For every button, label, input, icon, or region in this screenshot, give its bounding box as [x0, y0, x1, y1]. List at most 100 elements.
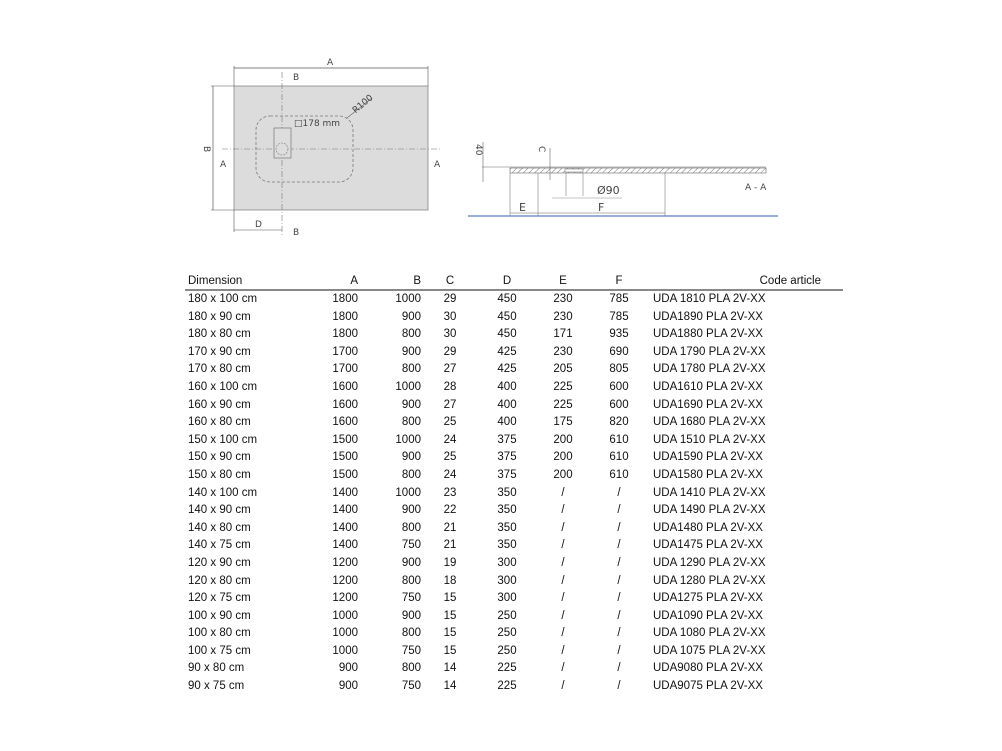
table-row: 100 x 75 cm 1000 750 15 250 / / UDA 1075 PLA 2V…: [185, 643, 843, 661]
cell-a: 1700: [332, 363, 358, 376]
cell-e: /: [561, 521, 565, 534]
dimension-table: Dimension A B C D E F Code article 180 x…: [185, 273, 843, 696]
cell-dimension: 180 x 90 cm: [188, 310, 251, 323]
dim-f-label: F: [598, 201, 604, 214]
cell-f: 805: [609, 363, 629, 376]
cell-b: 800: [401, 328, 421, 341]
cell-e: 230: [553, 310, 573, 323]
cell-code-article: UDA 1780 PLA 2V-XX: [653, 363, 766, 376]
cell-b: 900: [401, 609, 421, 622]
table-row: 160 x 80 cm 1600 800 25 400 175 820 UDA 1680 PL…: [185, 414, 843, 432]
cell-e: /: [561, 627, 565, 640]
header-d: D: [479, 273, 535, 291]
header-b: B: [358, 273, 421, 291]
cell-d: 375: [497, 433, 517, 446]
cell-dimension: 170 x 80 cm: [188, 363, 251, 376]
cell-code-article: UDA 1490 PLA 2V-XX: [653, 504, 766, 517]
table-row: 90 x 75 cm 900 750 14 225 / / UDA9075 PLA 2V-XX: [185, 678, 843, 696]
cell-code-article: UDA 1075 PLA 2V-XX: [653, 644, 766, 657]
cell-e: /: [561, 592, 565, 605]
cell-c: 24: [443, 433, 457, 446]
cell-a: 1600: [332, 398, 358, 411]
cell-d: 375: [497, 451, 517, 464]
table-row: 180 x 80 cm 1800 800 30 450 171 935 UDA1880 PLA…: [185, 326, 843, 344]
table-row: 140 x 80 cm 1400 800 21 350 / / UDA1480 PLA 2V-…: [185, 520, 843, 538]
cell-dimension: 100 x 80 cm: [188, 627, 251, 640]
cell-b: 900: [401, 310, 421, 323]
cell-d: 450: [497, 310, 517, 323]
cell-code-article: UDA 1080 PLA 2V-XX: [653, 627, 766, 640]
cell-d: 450: [497, 328, 517, 341]
cell-f: /: [617, 680, 621, 693]
cell-f: /: [617, 592, 621, 605]
header-f: F: [591, 273, 647, 291]
cell-code-article: UDA 1280 PLA 2V-XX: [653, 574, 766, 587]
cell-dimension: 180 x 100 cm: [188, 293, 258, 305]
cell-code-article: UDA 1290 PLA 2V-XX: [653, 556, 766, 569]
height-label: 40: [473, 144, 483, 156]
table-row: 140 x 100 cm 1400 1000 23 350 / / UDA 1410 PLA …: [185, 485, 843, 503]
cell-c: 15: [443, 644, 457, 657]
cell-b: 800: [401, 574, 421, 587]
table-row: 150 x 100 cm 1500 1000 24 375 200 610 UDA 1510 …: [185, 432, 843, 450]
cell-f: 610: [609, 451, 629, 464]
cell-c: 23: [443, 486, 457, 499]
cell-dimension: 120 x 80 cm: [188, 574, 251, 587]
cell-dimension: 160 x 90 cm: [188, 398, 251, 411]
cell-f: 600: [609, 380, 629, 393]
dim-c-label: C: [536, 146, 546, 152]
cell-d: 300: [497, 592, 517, 605]
section-label: A - A: [745, 183, 767, 193]
plan-view: A B □178 mm R100 B B A A D: [201, 58, 441, 238]
cell-a: 1000: [332, 627, 358, 640]
cell-b: 1000: [395, 486, 421, 499]
header-a: A: [308, 273, 358, 291]
cell-dimension: 100 x 75 cm: [188, 644, 251, 657]
cell-a: 1400: [332, 504, 358, 517]
header-c: C: [421, 273, 479, 291]
cell-c: 27: [443, 363, 457, 376]
cell-d: 225: [497, 662, 517, 675]
cell-c: 30: [443, 328, 457, 341]
cell-a: 1600: [332, 416, 358, 429]
cell-a: 1000: [332, 609, 358, 622]
table-row: 90 x 80 cm 900 800 14 225 / / UDA9080 PLA 2V-XX: [185, 660, 843, 678]
cell-f: /: [617, 662, 621, 675]
cell-e: /: [561, 556, 565, 569]
cell-f: 600: [609, 398, 629, 411]
cell-f: 820: [609, 416, 629, 429]
cell-b: 800: [401, 416, 421, 429]
cell-e: 200: [553, 468, 573, 481]
cell-f: /: [617, 574, 621, 587]
table-row: 180 x 90 cm 1800 900 30 450 230 785 UDA1890 PLA…: [185, 309, 843, 327]
cell-dimension: 140 x 80 cm: [188, 521, 251, 534]
cell-b: 800: [401, 363, 421, 376]
section-view: Ø90 40 C E F A - A: [468, 142, 778, 217]
table-header-row: Dimension A B C D E F Code article: [185, 273, 843, 291]
cell-a: 1600: [332, 380, 358, 393]
cell-f: 610: [609, 433, 629, 446]
cell-dimension: 160 x 80 cm: [188, 416, 251, 429]
cell-b: 1000: [395, 293, 421, 305]
cell-dimension: 120 x 90 cm: [188, 556, 251, 569]
cell-c: 19: [443, 556, 457, 569]
table-row: 140 x 75 cm 1400 750 21 350 / / UDA1475 PLA 2V-…: [185, 537, 843, 555]
cell-c: 30: [443, 310, 457, 323]
cell-b: 750: [401, 680, 421, 693]
cell-dimension: 140 x 75 cm: [188, 539, 251, 552]
dim-d-label: D: [255, 220, 262, 230]
table-row: 150 x 80 cm 1500 800 24 375 200 610 UDA1580 PLA…: [185, 467, 843, 485]
cell-a: 1800: [332, 293, 358, 305]
cell-d: 300: [497, 556, 517, 569]
cell-e: /: [561, 504, 565, 517]
cell-b: 900: [401, 398, 421, 411]
cell-dimension: 150 x 100 cm: [188, 433, 258, 446]
cell-c: 25: [443, 451, 457, 464]
cell-e: 225: [553, 380, 573, 393]
cell-code-article: UDA1090 PLA 2V-XX: [653, 609, 763, 622]
cell-e: 200: [553, 433, 573, 446]
cell-d: 250: [497, 644, 517, 657]
cell-b: 800: [401, 662, 421, 675]
cell-e: 175: [553, 416, 573, 429]
cell-d: 350: [497, 521, 517, 534]
